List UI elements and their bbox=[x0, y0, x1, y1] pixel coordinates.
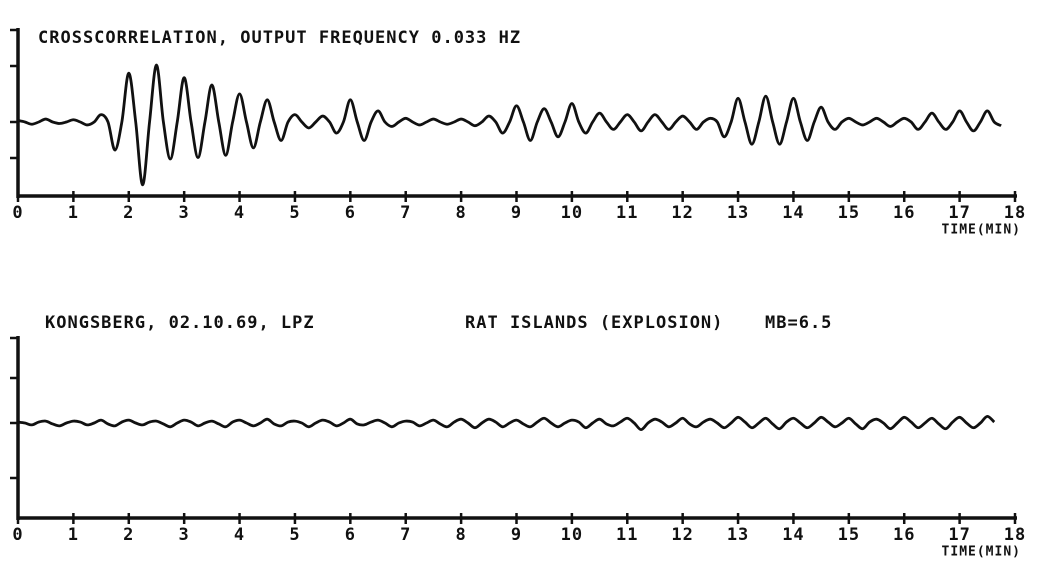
annotation: MB=6.5 bbox=[765, 313, 832, 333]
x-tick-label: 12 bbox=[671, 203, 693, 223]
x-tick-label: 6 bbox=[345, 525, 356, 545]
x-tick-label: 18 bbox=[1004, 525, 1026, 545]
x-tick-label: 17 bbox=[948, 203, 970, 223]
x-tick-label: 0 bbox=[12, 525, 23, 545]
x-tick-label: 5 bbox=[289, 525, 300, 545]
x-tick-label: 4 bbox=[234, 525, 245, 545]
x-tick-label: 6 bbox=[345, 203, 356, 223]
x-tick-label: 10 bbox=[561, 203, 583, 223]
x-tick-label: 11 bbox=[616, 525, 638, 545]
annotation: RAT ISLANDS (EXPLOSION) bbox=[465, 313, 723, 333]
x-tick-label: 14 bbox=[782, 525, 804, 545]
x-tick-label: 3 bbox=[179, 525, 190, 545]
x-tick-label: 8 bbox=[455, 525, 466, 545]
x-tick-label: 13 bbox=[727, 203, 749, 223]
x-tick-label: 2 bbox=[123, 525, 134, 545]
x-tick-label: 1 bbox=[68, 525, 79, 545]
x-tick-label: 11 bbox=[616, 203, 638, 223]
x-tick-label: 13 bbox=[727, 525, 749, 545]
x-tick-label: 12 bbox=[671, 525, 693, 545]
x-tick-label: 5 bbox=[289, 203, 300, 223]
x-tick-label: 17 bbox=[948, 525, 970, 545]
x-tick-label: 10 bbox=[561, 525, 583, 545]
x-tick-label: 3 bbox=[179, 203, 190, 223]
x-tick-label: 8 bbox=[455, 203, 466, 223]
x-tick-label: 9 bbox=[511, 203, 522, 223]
x-tick-label: 15 bbox=[838, 525, 860, 545]
x-axis-label: TIME(MIN) bbox=[942, 223, 1021, 238]
x-tick-label: 16 bbox=[893, 203, 915, 223]
x-tick-label: 16 bbox=[893, 525, 915, 545]
waveform bbox=[17, 63, 1002, 187]
x-tick-label: 4 bbox=[234, 203, 245, 223]
x-tick-label: 0 bbox=[12, 203, 23, 223]
x-tick-label: 2 bbox=[123, 203, 134, 223]
x-tick-label: 7 bbox=[400, 203, 411, 223]
x-tick-label: 9 bbox=[511, 525, 522, 545]
x-tick-label: 1 bbox=[68, 203, 79, 223]
waveform bbox=[17, 414, 996, 432]
x-tick-label: 18 bbox=[1004, 203, 1026, 223]
x-axis-label: TIME(MIN) bbox=[942, 545, 1021, 560]
x-tick-label: 15 bbox=[838, 203, 860, 223]
chart-title: CROSSCORRELATION, OUTPUT FREQUENCY 0.033… bbox=[38, 28, 521, 48]
x-tick-label: 14 bbox=[782, 203, 804, 223]
chart-title: KONGSBERG, 02.10.69, LPZ bbox=[45, 313, 315, 333]
x-tick-label: 7 bbox=[400, 525, 411, 545]
